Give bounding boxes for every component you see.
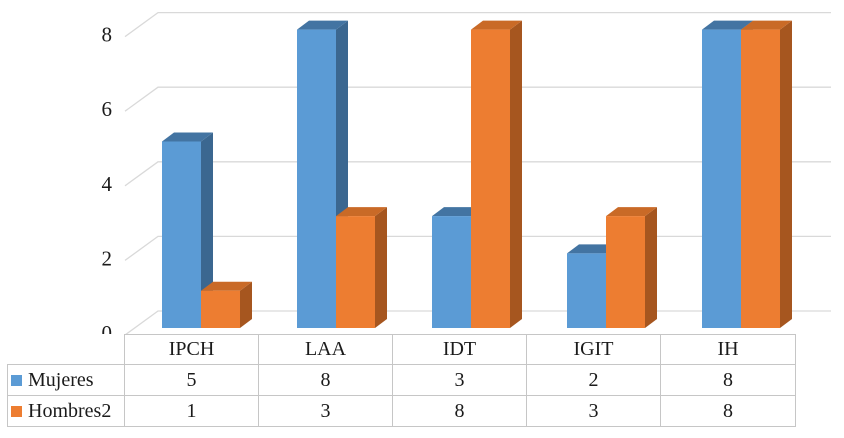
table-value-mujeres-ipch: 5 [125, 365, 259, 396]
bar-hombres2-ih-side [780, 20, 792, 328]
table-category-ih: IH [661, 334, 796, 365]
bar-mujeres-igit [567, 253, 606, 328]
bar-hombres2-ipch-side [240, 281, 252, 328]
table-value-hombres2-ipch: 1 [125, 396, 259, 427]
table-category-igit: IGIT [527, 334, 661, 365]
bar-hombres2-idt-top [471, 20, 522, 30]
table-category-laa: LAA [259, 334, 393, 365]
y-axis-tick-label: 2 [102, 246, 113, 270]
legend-swatch-icon [11, 405, 22, 417]
table-value-mujeres-ih: 8 [661, 365, 796, 396]
bar-hombres2-ipch-top [201, 281, 252, 291]
gridline [124, 86, 831, 112]
table-value-mujeres-idt: 3 [393, 365, 527, 396]
bar-hombres2-ih-top [741, 20, 792, 30]
table-category-idt: IDT [393, 334, 527, 365]
bar-hombres2-ih [741, 29, 780, 328]
bar-hombres2-laa-side [375, 207, 387, 328]
data-table-corner-spacer [7, 334, 125, 365]
bar-hombres2-igit-top [606, 207, 657, 217]
bar-chart-3d-plot-area: 0 2 4 6 8 [102, 11, 831, 336]
y-axis-tick-label: 0 [102, 321, 113, 336]
bar-hombres2-laa [336, 216, 375, 328]
bar-mujeres-idt-top [432, 207, 483, 217]
table-value-mujeres-igit: 2 [527, 365, 661, 396]
bar-mujeres-igit-top [567, 244, 618, 254]
y-axis-tick-label: 4 [102, 172, 113, 196]
bar-mujeres-laa [297, 29, 336, 328]
series-name-label: Hombres2 [28, 399, 112, 422]
bar-mujeres-laa-top [297, 20, 348, 30]
bar-hombres2-igit [606, 216, 645, 328]
bar-hombres2-idt-side [510, 20, 522, 328]
gridline [124, 11, 831, 38]
legend-key-hombres2: Hombres2 [7, 396, 125, 427]
table-value-hombres2-laa: 3 [259, 396, 393, 427]
bar-mujeres-ipch-top [162, 132, 213, 142]
bar-hombres2-laa-top [336, 207, 387, 217]
bar-hombres2-igit-side [645, 207, 657, 328]
series-name-label: Mujeres [28, 368, 94, 391]
bar-mujeres-idt [432, 216, 471, 328]
table-value-hombres2-idt: 8 [393, 396, 527, 427]
y-axis-tick-label: 8 [102, 23, 113, 47]
bar-mujeres-ih [702, 29, 741, 328]
chart-data-table: IPCH LAA IDT IGIT IH Mujeres 5 8 3 2 8 Hombres2 1 3 8 3… [7, 334, 796, 427]
table-value-hombres2-ih: 8 [661, 396, 796, 427]
bar-mujeres-ipch [162, 141, 201, 328]
legend-swatch-icon [11, 374, 22, 386]
y-axis-tick-label: 6 [102, 97, 113, 121]
bar-mujeres-ih-top [702, 20, 753, 30]
bar-hombres2-ipch [201, 290, 240, 328]
gridline [124, 161, 831, 187]
table-category-ipch: IPCH [125, 334, 259, 365]
bar-hombres2-idt [471, 29, 510, 328]
legend-key-mujeres: Mujeres [7, 365, 125, 396]
bar-mujeres-ipch-side [201, 132, 213, 328]
table-value-hombres2-igit: 3 [527, 396, 661, 427]
table-value-mujeres-laa: 8 [259, 365, 393, 396]
